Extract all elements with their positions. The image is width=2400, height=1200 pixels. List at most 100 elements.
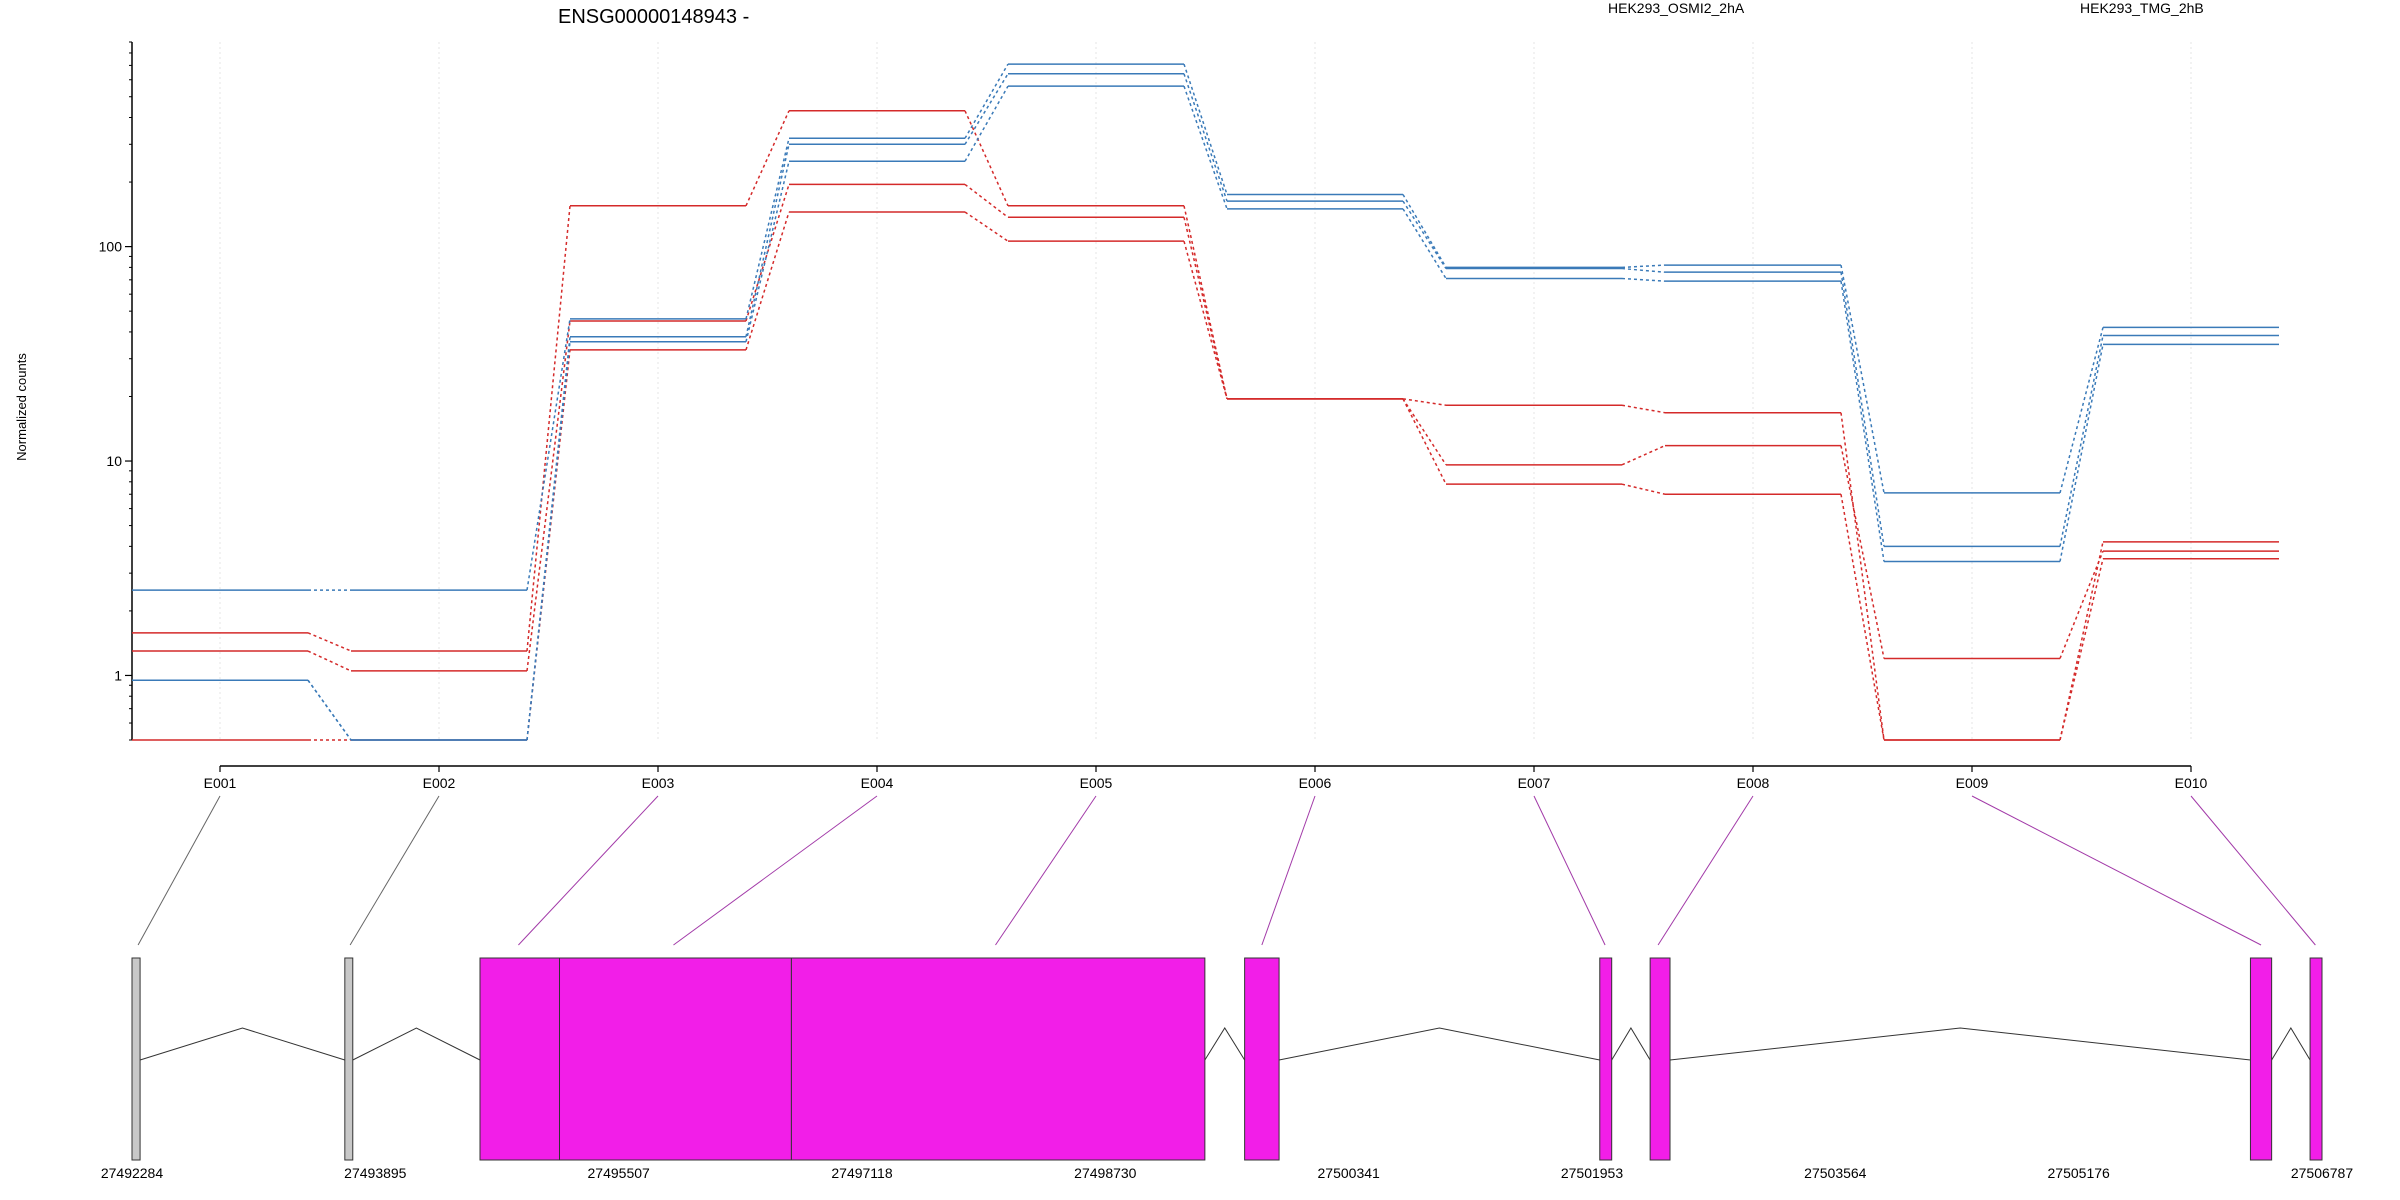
exon-4 bbox=[559, 957, 792, 1161]
exon-link-E010 bbox=[2190, 795, 2316, 946]
series-3-connector bbox=[526, 349, 571, 741]
series-5 bbox=[132, 72, 2279, 741]
series-1-connector bbox=[964, 110, 1009, 207]
series-4-connector bbox=[1183, 63, 1228, 195]
series-5-connector bbox=[1402, 200, 1447, 269]
series-5-connector bbox=[964, 73, 1009, 145]
y-tick-label: 100 bbox=[99, 239, 123, 255]
exon-link-E005 bbox=[995, 795, 1097, 946]
series-4-connector bbox=[2059, 327, 2104, 494]
series-4-connector bbox=[526, 318, 571, 591]
exon-5 bbox=[790, 957, 1206, 1161]
series-4-connector bbox=[964, 63, 1009, 139]
series-5-connector bbox=[1183, 73, 1228, 202]
intron-line bbox=[352, 1027, 481, 1061]
intron-line bbox=[1611, 1027, 1651, 1061]
genome-coordinate-label: 27492284 bbox=[101, 1165, 164, 1181]
series-6-connector bbox=[964, 85, 1009, 162]
legend-entry-tmg: HEK293_TMG_2hB bbox=[2080, 0, 2204, 16]
series-5-connector bbox=[2059, 335, 2104, 547]
x-tick-label-E006: E006 bbox=[1299, 775, 1332, 791]
series-5-connector bbox=[1840, 272, 1885, 547]
genome-coordinate-label: 27506787 bbox=[2291, 1165, 2354, 1181]
series-3-connector bbox=[1402, 398, 1447, 485]
series-4 bbox=[132, 63, 2279, 591]
series-6-connector bbox=[1840, 281, 1885, 562]
exon-link-E003 bbox=[518, 795, 659, 946]
genome-coordinate-label: 27493895 bbox=[344, 1165, 407, 1181]
series-1-connector bbox=[745, 110, 790, 207]
intron-line bbox=[1278, 1027, 1600, 1061]
exon-2 bbox=[344, 957, 354, 1161]
series-4-connector bbox=[1402, 194, 1447, 268]
series-2-connector bbox=[1840, 445, 1885, 659]
exon-1 bbox=[131, 957, 141, 1161]
series-1-connector bbox=[307, 632, 352, 652]
series-6-connector bbox=[1621, 277, 1666, 282]
chart-title: ENSG00000148943 - bbox=[558, 6, 749, 28]
x-tick-label-E001: E001 bbox=[204, 775, 237, 791]
series-3-connector bbox=[1183, 240, 1228, 400]
exon-3 bbox=[479, 957, 561, 1161]
x-tick-label-E004: E004 bbox=[861, 775, 894, 791]
exon-link-E009 bbox=[1971, 795, 2262, 946]
genome-coordinate-label: 27501953 bbox=[1561, 1165, 1624, 1181]
genome-coordinate-label: 27500341 bbox=[1318, 1165, 1381, 1181]
exon-6 bbox=[1244, 957, 1280, 1161]
genome-coordinate-label: 27505176 bbox=[2048, 1165, 2111, 1181]
x-tick-label-E005: E005 bbox=[1080, 775, 1113, 791]
series-6-connector bbox=[307, 679, 352, 741]
plot-area: 1 10 100 E001 E002 E003 E004 E005 E006 E007 E008 E0… bbox=[99, 41, 2279, 791]
exon-7 bbox=[1599, 957, 1613, 1161]
exon-link-E004 bbox=[673, 795, 878, 946]
series-2-connector bbox=[526, 320, 571, 672]
series-3-connector bbox=[745, 211, 790, 351]
legend-entry-osmi2: HEK293_OSMI2_2hA bbox=[1608, 0, 1745, 16]
exon-8 bbox=[1649, 957, 1671, 1161]
series-6-connector bbox=[1402, 208, 1447, 279]
series-1-connector bbox=[1183, 205, 1228, 400]
series-6-connector bbox=[1183, 85, 1228, 210]
series-3-connector bbox=[964, 211, 1009, 242]
series-5-connector bbox=[1621, 267, 1666, 273]
genome-coordinate-label: 27498730 bbox=[1074, 1165, 1137, 1181]
series-3-connector bbox=[1621, 483, 1666, 495]
series-4-connector bbox=[1621, 264, 1666, 269]
series-1 bbox=[132, 110, 2279, 741]
x-tick-label-E008: E008 bbox=[1737, 775, 1770, 791]
genome-coordinate-label: 27495507 bbox=[588, 1165, 651, 1181]
intron-line bbox=[1669, 1027, 2251, 1061]
genome-coordinate-label: 27503564 bbox=[1804, 1165, 1867, 1181]
x-tick-label-E007: E007 bbox=[1518, 775, 1551, 791]
series-2-connector bbox=[964, 183, 1009, 218]
exon-10 bbox=[2309, 957, 2323, 1161]
y-tick-label: 10 bbox=[106, 453, 122, 469]
series-3-connector bbox=[1840, 494, 1885, 741]
series-6-connector bbox=[2059, 344, 2104, 562]
intron-line bbox=[1204, 1027, 1246, 1061]
exon-9 bbox=[2249, 957, 2273, 1161]
series-3 bbox=[132, 211, 2279, 741]
x-tick-label-E002: E002 bbox=[423, 775, 456, 791]
exon-link-E002 bbox=[349, 795, 440, 946]
y-axis-label: Normalized counts bbox=[14, 353, 29, 461]
series-2-connector bbox=[1183, 217, 1228, 400]
exon-link-E001 bbox=[137, 795, 221, 946]
series-4-connector bbox=[1840, 264, 1885, 494]
exon-link-E008 bbox=[1657, 795, 1754, 946]
x-tick-label-E010: E010 bbox=[2175, 775, 2208, 791]
series-6-connector bbox=[526, 341, 571, 741]
series-2-connector bbox=[1621, 444, 1666, 466]
y-tick-label: 1 bbox=[114, 667, 122, 683]
series-5-connector bbox=[745, 144, 790, 337]
series-2-connector bbox=[1402, 398, 1447, 466]
series-1-connector bbox=[1621, 404, 1666, 414]
exon-link-E007 bbox=[1533, 795, 1606, 946]
series-2-connector bbox=[2059, 550, 2104, 659]
x-tick-label-E009: E009 bbox=[1956, 775, 1989, 791]
series-2 bbox=[132, 183, 2279, 672]
series-6-connector bbox=[745, 161, 790, 342]
series-4-connector bbox=[745, 138, 790, 320]
series-3-connector bbox=[2059, 558, 2104, 741]
